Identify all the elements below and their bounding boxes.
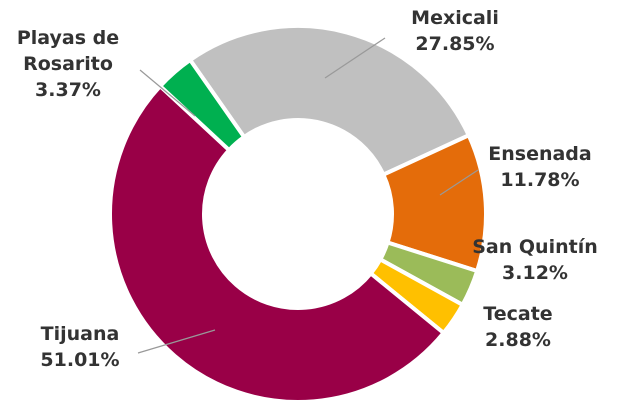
value-label: 27.85% [415,33,494,55]
value-label: 51.01% [40,349,119,371]
category-label: Tecate [483,303,552,325]
value-label: 3.37% [35,79,101,101]
category-label: Mexicali [411,7,499,29]
donut-slice [157,57,247,153]
value-label: 3.12% [502,262,568,284]
leader-line [439,169,479,196]
value-label: 11.78% [500,169,579,191]
donut-slice [187,24,472,178]
leader-line [137,329,216,354]
leader-line [324,37,386,79]
category-label: Tijuana [41,323,120,345]
leader-line [139,69,196,117]
category-label: San Quintín [472,236,598,258]
label-line: Rosarito [23,53,113,75]
category-label: Playas de Rosarito [17,27,119,75]
label-line: Playas de [17,27,119,49]
category-label: Ensenada [488,143,591,165]
value-label: 2.88% [485,329,551,351]
